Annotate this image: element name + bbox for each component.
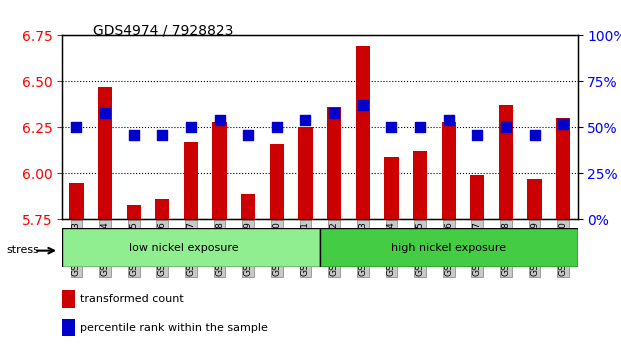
Point: [443, 117, 453, 123]
Point: [473, 132, 483, 138]
Point: [386, 125, 396, 130]
FancyBboxPatch shape: [62, 228, 320, 267]
Point: [358, 103, 368, 108]
Bar: [62, 290, 75, 308]
Text: GDS4974 / 7928823: GDS4974 / 7928823: [93, 23, 233, 37]
Bar: [184, 142, 198, 219]
Point: [243, 132, 253, 138]
Point: [100, 110, 110, 115]
Bar: [413, 152, 427, 219]
Point: [71, 125, 81, 130]
Point: [501, 125, 511, 130]
Point: [186, 125, 196, 130]
Bar: [298, 127, 312, 219]
Bar: [70, 183, 84, 219]
Bar: [470, 175, 484, 219]
Bar: [499, 105, 513, 219]
Bar: [384, 157, 399, 219]
Text: stress: stress: [6, 245, 39, 255]
Bar: [270, 144, 284, 219]
Bar: [127, 205, 141, 219]
Bar: [527, 179, 542, 219]
Bar: [327, 107, 342, 219]
Bar: [98, 87, 112, 219]
Bar: [62, 319, 75, 336]
Point: [530, 132, 540, 138]
Point: [129, 132, 138, 138]
Text: percentile rank within the sample: percentile rank within the sample: [80, 323, 268, 333]
Point: [301, 117, 310, 123]
Bar: [356, 46, 370, 219]
Text: high nickel exposure: high nickel exposure: [391, 243, 506, 253]
Bar: [212, 122, 227, 219]
FancyBboxPatch shape: [320, 228, 578, 267]
Bar: [442, 122, 456, 219]
Text: transformed count: transformed count: [80, 295, 184, 304]
Point: [215, 117, 225, 123]
Bar: [556, 118, 570, 219]
Point: [157, 132, 167, 138]
Point: [272, 125, 282, 130]
Text: low nickel exposure: low nickel exposure: [129, 243, 238, 253]
Bar: [241, 194, 255, 219]
Point: [558, 121, 568, 127]
Point: [415, 125, 425, 130]
Bar: [155, 199, 170, 219]
Point: [329, 110, 339, 115]
